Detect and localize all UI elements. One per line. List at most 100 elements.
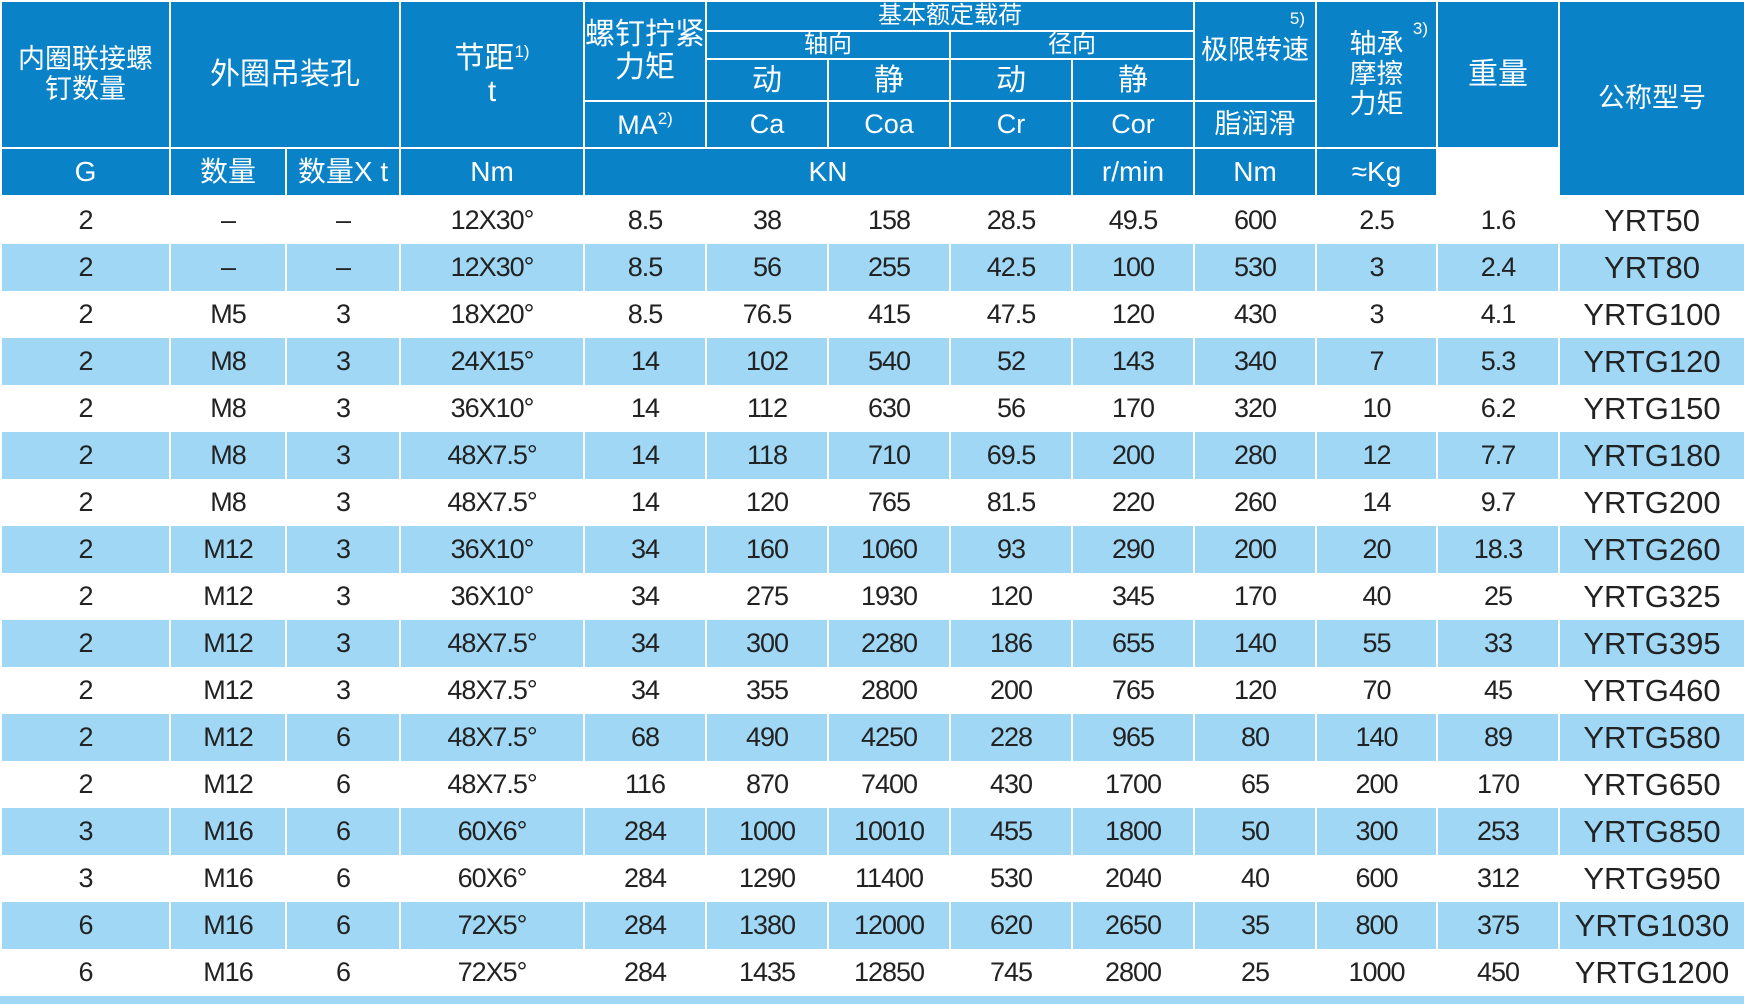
table-cell: 14 (583, 338, 707, 386)
table-cell: 112 (705, 385, 829, 433)
header-radial-dynamic: 动 (949, 58, 1073, 103)
table-cell: 2.4 (1436, 244, 1560, 292)
table-row: 2 M12 3 48X7.5° 34 355 2800 200 765 120 70 45 YRTG46… (0, 667, 1744, 715)
table-cell: 2 (0, 244, 171, 292)
table-cell: 14 (583, 432, 707, 480)
table-cell: 55 (1315, 620, 1438, 668)
header-torque: 螺钉拧紧力矩 (583, 0, 707, 103)
table-cell: 630 (827, 385, 951, 433)
table-row: 2 M12 3 36X10° 34 160 1060 93 290 200 20 18.3 YRTG26… (0, 526, 1744, 574)
table-cell: 1000 (705, 808, 829, 856)
table-cell: 6 (285, 761, 401, 809)
table-cell: 140 (1315, 714, 1438, 762)
table-cell: 10010 (827, 808, 951, 856)
table-cell: 2800 (1071, 949, 1195, 997)
model-cell: YRTG100 (1558, 291, 1744, 339)
table-cell: 3 (285, 385, 401, 433)
header-coa: Coa (827, 100, 951, 150)
table-cell: 7.7 (1436, 432, 1560, 480)
model-cell: YRTG200 (1558, 479, 1744, 527)
table-cell: 430 (1193, 291, 1317, 339)
table-cell: M12 (169, 761, 287, 809)
table-cell: 2 (0, 291, 171, 339)
table-cell: 68 (583, 714, 707, 762)
header-speed: 5) 极限转速 (1193, 0, 1317, 103)
header-inner-bolts: 内圈联接螺钉数量 (0, 0, 171, 150)
table-cell: 3 (285, 620, 401, 668)
model-cell: YRTG180 (1558, 432, 1744, 480)
header-basic-load: 基本额定载荷 (705, 0, 1195, 32)
table-cell: 72X5° (399, 949, 585, 997)
table-cell: 345 (1071, 573, 1195, 621)
table-cell: 2 (0, 761, 171, 809)
table-cell: 38 (705, 196, 829, 245)
table-cell: 284 (583, 855, 707, 903)
table-cell: 170 (1436, 761, 1560, 809)
header-cr: Cr (949, 100, 1073, 150)
table-cell: 100 (1071, 244, 1195, 292)
table-cell: 11400 (827, 855, 951, 903)
table-cell: 49.5 (1071, 196, 1195, 245)
table-cell: 116 (583, 761, 707, 809)
table-cell: 170 (1071, 385, 1195, 433)
table-cell: 2 (0, 479, 171, 527)
table-cell: 870 (705, 761, 829, 809)
table-cell: 120 (705, 479, 829, 527)
table-cell: 140 (1193, 620, 1317, 668)
header-outer-holes: 外圈吊装孔 (169, 0, 401, 150)
table-cell: 7400 (827, 761, 951, 809)
table-cell: 20 (1315, 526, 1438, 574)
bottom-strip (0, 996, 1744, 1005)
unit-nm-friction: Nm (1193, 147, 1317, 198)
table-cell: 18.3 (1436, 526, 1560, 574)
header-model: 公称型号 (1558, 0, 1744, 198)
table-cell: M12 (169, 526, 287, 574)
table-cell: 52 (949, 338, 1073, 386)
table-cell: 284 (583, 902, 707, 950)
table-cell: 620 (949, 902, 1073, 950)
table-cell: 300 (1315, 808, 1438, 856)
table-cell: 355 (705, 667, 829, 715)
table-row: 2 M12 6 48X7.5° 116 870 7400 430 1700 65 200 170 YRT… (0, 761, 1744, 809)
table-cell: 6 (0, 902, 171, 950)
table-cell: 120 (1193, 667, 1317, 715)
unit-kn: KN (583, 147, 1073, 198)
table-cell: M12 (169, 714, 287, 762)
table-cell: 200 (1193, 526, 1317, 574)
table-body: 2– –12X30° 8.5 38 158 28.5 49.5 600 2.5 1.6 YRT50 2… (0, 196, 1744, 997)
table-cell: 6 (285, 902, 401, 950)
table-cell: M8 (169, 385, 287, 433)
unit-g: G (0, 147, 171, 198)
table-cell: 1435 (705, 949, 829, 997)
table-cell: M5 (169, 291, 287, 339)
table-cell: 80 (1193, 714, 1317, 762)
table-cell: 1930 (827, 573, 951, 621)
table-cell: 1000 (1315, 949, 1438, 997)
table-row: 2 M8 3 48X7.5° 14 118 710 69.5 200 280 12 7.7 YRTG18… (0, 432, 1744, 480)
header-axial-static: 静 (827, 58, 951, 103)
table-cell: 48X7.5° (399, 714, 585, 762)
unit-kg: ≈Kg (1315, 147, 1438, 198)
table-row: 2 M12 3 48X7.5° 34 300 2280 186 655 140 55 33 YRTG39… (0, 620, 1744, 668)
table-row: 2 M12 6 48X7.5° 68 490 4250 228 965 80 140 89 YRTG58… (0, 714, 1744, 762)
table-cell: 48X7.5° (399, 432, 585, 480)
table-cell: 36X10° (399, 573, 585, 621)
table-cell: 275 (705, 573, 829, 621)
header-axial-dynamic: 动 (705, 58, 829, 103)
table-cell: 160 (705, 526, 829, 574)
table-row: 3 M16 6 60X6° 284 1290 11400 530 2040 40 600 312 YRT… (0, 855, 1744, 903)
table-cell: 290 (1071, 526, 1195, 574)
table-cell: 76.5 (705, 291, 829, 339)
table-cell: 530 (1193, 244, 1317, 292)
table-cell: 3 (0, 808, 171, 856)
table-cell: 340 (1193, 338, 1317, 386)
table-row: 2 M8 3 48X7.5° 14 120 765 81.5 220 260 14 9.7 YRTG20… (0, 479, 1744, 527)
table-cell: 60X6° (399, 808, 585, 856)
table-cell: 220 (1071, 479, 1195, 527)
model-cell: YRTG395 (1558, 620, 1744, 668)
table-cell: 3 (285, 667, 401, 715)
table-cell: M8 (169, 338, 287, 386)
table-cell: 320 (1193, 385, 1317, 433)
table-cell: 25 (1193, 949, 1317, 997)
